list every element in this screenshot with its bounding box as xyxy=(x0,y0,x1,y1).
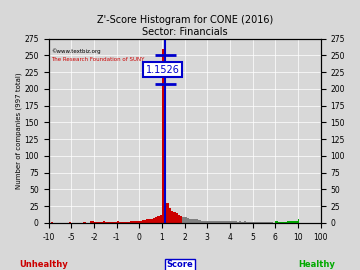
Bar xyxy=(192,220,194,223)
Bar xyxy=(235,221,237,223)
Bar xyxy=(278,222,281,223)
Bar xyxy=(262,222,264,223)
Y-axis label: Number of companies (997 total): Number of companies (997 total) xyxy=(15,72,22,189)
Bar xyxy=(105,222,108,223)
Bar xyxy=(275,221,278,223)
Bar xyxy=(248,222,251,223)
Bar xyxy=(146,220,148,223)
Bar xyxy=(108,222,110,223)
Text: Healthy: Healthy xyxy=(298,260,335,269)
Bar xyxy=(216,221,219,223)
Bar xyxy=(144,220,146,223)
Bar xyxy=(212,221,214,223)
Bar xyxy=(162,49,164,223)
Bar xyxy=(176,213,178,223)
Bar xyxy=(219,221,221,223)
Bar xyxy=(137,221,139,223)
Bar xyxy=(123,222,126,223)
Bar xyxy=(173,212,176,223)
Bar xyxy=(153,218,155,223)
Bar xyxy=(214,221,216,223)
Bar xyxy=(284,222,287,223)
Bar xyxy=(155,217,157,223)
Bar xyxy=(101,222,103,223)
Bar xyxy=(241,222,244,223)
Bar xyxy=(130,221,132,223)
Bar xyxy=(117,221,119,223)
Bar xyxy=(232,221,235,223)
Bar xyxy=(171,211,173,223)
Bar xyxy=(157,216,160,223)
Bar xyxy=(141,220,144,223)
Bar xyxy=(194,220,196,223)
Bar xyxy=(255,222,257,223)
Bar xyxy=(281,222,284,223)
Bar xyxy=(69,222,71,223)
Bar xyxy=(225,221,228,223)
Text: 1.1526: 1.1526 xyxy=(146,65,180,75)
Bar xyxy=(121,222,123,223)
Bar xyxy=(196,220,198,223)
Text: Score: Score xyxy=(167,260,193,269)
Bar xyxy=(205,221,207,223)
Bar xyxy=(132,221,135,223)
Text: ©www.textbiz.org: ©www.textbiz.org xyxy=(51,49,101,55)
Bar xyxy=(253,222,255,223)
Bar xyxy=(221,221,223,223)
Bar xyxy=(292,221,298,223)
Bar xyxy=(90,221,94,223)
Bar xyxy=(230,221,232,223)
Bar xyxy=(183,217,185,223)
Bar xyxy=(112,222,114,223)
Bar xyxy=(114,222,117,223)
Bar xyxy=(287,221,292,223)
Bar xyxy=(223,221,225,223)
Bar xyxy=(148,219,150,223)
Bar xyxy=(94,222,96,223)
Bar xyxy=(201,221,203,223)
Bar xyxy=(164,196,166,223)
Bar xyxy=(210,221,212,223)
Bar xyxy=(98,222,101,223)
Bar xyxy=(185,217,187,223)
Bar xyxy=(198,220,201,223)
Bar xyxy=(251,222,253,223)
Bar xyxy=(128,222,130,223)
Bar xyxy=(203,221,205,223)
Bar xyxy=(228,221,230,223)
Bar xyxy=(264,222,266,223)
Bar xyxy=(150,219,153,223)
Bar xyxy=(169,208,171,223)
Bar xyxy=(82,222,86,223)
Bar xyxy=(96,222,98,223)
Title: Z'-Score Histogram for CONE (2016)
Sector: Financials: Z'-Score Histogram for CONE (2016) Secto… xyxy=(96,15,273,37)
Bar xyxy=(178,215,180,223)
Bar xyxy=(110,222,112,223)
Bar xyxy=(257,222,260,223)
Bar xyxy=(237,222,239,223)
Bar xyxy=(239,221,241,223)
Bar xyxy=(207,221,210,223)
Text: The Research Foundation of SUNY: The Research Foundation of SUNY xyxy=(51,57,145,62)
Bar xyxy=(187,218,189,223)
Bar xyxy=(266,222,269,223)
Bar xyxy=(246,222,248,223)
Bar xyxy=(244,221,246,223)
Bar xyxy=(269,222,271,223)
Bar xyxy=(271,222,273,223)
Bar xyxy=(180,216,183,223)
Bar xyxy=(103,221,105,223)
Bar xyxy=(139,221,141,223)
Bar xyxy=(126,222,128,223)
Bar xyxy=(160,215,162,223)
Bar xyxy=(260,222,262,223)
Bar xyxy=(189,219,192,223)
Bar xyxy=(135,221,137,223)
Bar xyxy=(166,203,169,223)
Bar xyxy=(51,222,53,223)
Bar xyxy=(119,222,121,223)
Text: Unhealthy: Unhealthy xyxy=(19,260,68,269)
